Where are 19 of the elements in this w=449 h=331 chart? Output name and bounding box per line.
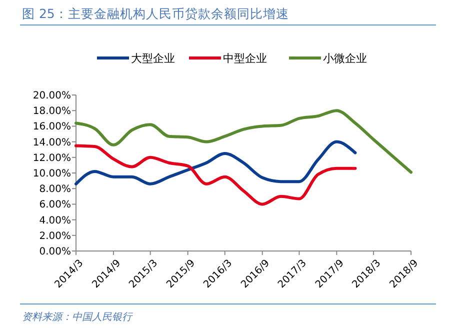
line-series	[74, 140, 357, 186]
line-series	[74, 109, 412, 174]
line-series	[74, 144, 357, 206]
legend-label: 中型企业	[223, 52, 267, 65]
y-tick-label: 12.00%	[32, 152, 71, 164]
y-tick-label: 18.00%	[32, 106, 71, 118]
y-tick-label: 6.00%	[39, 200, 71, 211]
y-tick-label: 8.00%	[39, 184, 71, 196]
y-tick-label: 20.00%	[32, 90, 71, 102]
y-tick-label: 10.00%	[32, 168, 71, 180]
y-tick-label: 2.00%	[39, 230, 71, 242]
chart-title: 图 25：主要金融机构人民币贷款余额同比增速	[22, 6, 289, 21]
legend-label: 小微企业	[323, 52, 367, 65]
legend-label: 大型企业	[131, 52, 175, 65]
y-tick-label: 14.00%	[32, 137, 71, 148]
y-tick-label: 16.00%	[32, 122, 71, 133]
text: 资料来源：中国人民银行	[22, 311, 133, 323]
y-tick-label: 4.00%	[39, 215, 71, 226]
y-tick-label: 0.00%	[39, 246, 71, 258]
